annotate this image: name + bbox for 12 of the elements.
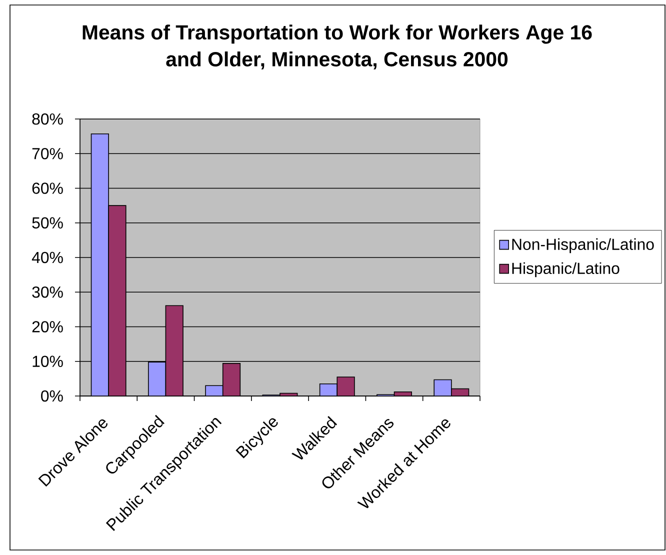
y-tick-label: 50% [32, 217, 63, 229]
y-tick-label: 40% [32, 252, 63, 264]
y-tick-label: 30% [32, 286, 63, 298]
y-tick-label: 70% [32, 148, 63, 160]
chart-title: Means of Transportation to Work for Workers Age 16 and Older, Minnesota, Census 2000 [82, 24, 592, 70]
y-tick-label: 10% [32, 356, 63, 368]
legend-label: Non-Hispanic/Latino [512, 238, 654, 254]
y-tick-label: 80% [32, 113, 63, 125]
legend-label: Hispanic/Latino [512, 262, 620, 278]
y-tick-label: 60% [32, 182, 63, 194]
y-tick-label: 20% [32, 321, 63, 332]
y-tick-label: 0% [41, 390, 63, 402]
